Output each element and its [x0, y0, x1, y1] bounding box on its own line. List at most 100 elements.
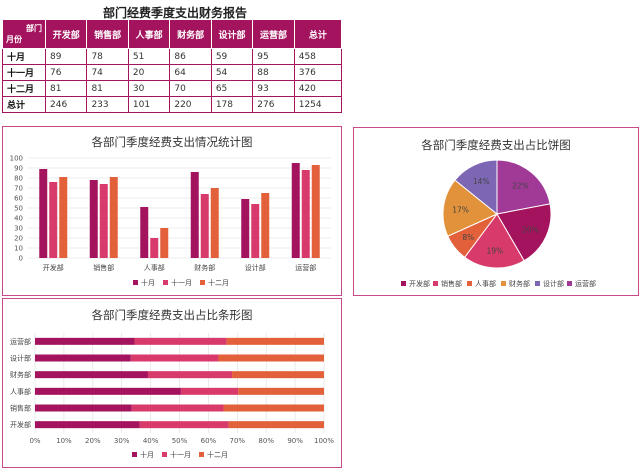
- table-cell: 220: [169, 96, 212, 113]
- stacked-bar-chart-title: 各部门季度经费支出占比条形图: [91, 308, 253, 322]
- pie-data-label: 19%: [487, 247, 504, 256]
- x-tick-label: 30%: [114, 437, 130, 445]
- stacked-bar-segment: [35, 387, 181, 395]
- pie-slice: [442, 179, 498, 237]
- y-tick-label: 开发部: [10, 420, 31, 429]
- pie-data-label: 14%: [473, 177, 490, 186]
- column-header: 财务部: [169, 19, 212, 49]
- y-tick-label: 90: [14, 165, 23, 173]
- table-cell: 76: [44, 64, 88, 81]
- legend-label: 销售部: [441, 279, 462, 288]
- table-cell: 70: [169, 80, 212, 97]
- table-cell: 178: [210, 96, 254, 113]
- x-tick-label: 销售部: [93, 263, 114, 272]
- stacked-bar-segment: [238, 387, 324, 395]
- bar: [89, 180, 98, 258]
- stacked-bar-segment: [35, 371, 148, 379]
- column-header: 人事部: [127, 19, 171, 49]
- x-tick-label: 运营部: [295, 263, 316, 272]
- legend-swatch: [163, 280, 168, 285]
- table-cell: 95: [252, 48, 295, 65]
- x-tick-label: 开发部: [43, 263, 64, 272]
- bar: [39, 169, 48, 258]
- y-tick-label: 70: [14, 185, 23, 193]
- table-cell: 20: [127, 64, 171, 81]
- x-tick-label: 80%: [258, 437, 274, 445]
- legend-label: 设计部: [543, 279, 564, 288]
- table-header-row: 部门 月份 开发部 销售部 人事部 财务部 设计部 运营部 总计: [2, 19, 343, 49]
- table-row: 十二月 81 81 30 70 65 93 420: [2, 80, 343, 97]
- pie-slice: [496, 159, 551, 215]
- bar: [291, 163, 300, 258]
- stacked-bar-segment: [228, 421, 324, 429]
- table-cell: 81: [86, 80, 129, 97]
- row-header: 十二月: [2, 80, 46, 97]
- x-tick-label: 60%: [201, 437, 217, 445]
- legend-label: 十一月: [171, 278, 192, 287]
- legend-swatch: [501, 281, 506, 286]
- x-tick-label: 40%: [143, 437, 159, 445]
- column-header: 运营部: [252, 19, 295, 49]
- x-tick-label: 设计部: [245, 263, 266, 272]
- stacked-bar-segment: [131, 404, 224, 412]
- table-cell: 233: [86, 96, 129, 113]
- legend-label: 运营部: [575, 279, 596, 288]
- pie-slice: [454, 159, 498, 216]
- stacked-bar-segment: [226, 337, 324, 345]
- stacked-bar-segment: [35, 354, 131, 362]
- legend-swatch: [200, 280, 205, 285]
- legend-swatch: [467, 281, 472, 286]
- stacked-bar-segment: [130, 354, 219, 362]
- stacked-bar-segment: [134, 337, 227, 345]
- legend-label: 财务部: [509, 279, 530, 288]
- x-tick-label: 70%: [230, 437, 246, 445]
- legend-label: 十一月: [170, 450, 191, 459]
- bar: [109, 177, 118, 258]
- legend-label: 十月: [141, 278, 155, 287]
- bar: [251, 204, 260, 258]
- x-tick-label: 100%: [314, 437, 334, 445]
- y-tick-label: 40: [14, 215, 23, 223]
- bar: [99, 184, 108, 258]
- table-cell: 54: [210, 64, 254, 81]
- bar: [150, 238, 159, 258]
- legend-swatch: [535, 281, 540, 286]
- pie-slice: [463, 213, 525, 269]
- table-row: 十一月 76 74 20 64 54 88 376: [2, 64, 343, 81]
- x-tick-label: 10%: [56, 437, 72, 445]
- bar-chart-panel: 各部门季度经费支出情况统计图 0 10 20 30 40 50 60 70 80 90 100 开发部…: [2, 126, 342, 296]
- row-header: 十月: [2, 48, 46, 65]
- stacked-bar-segment: [223, 404, 324, 412]
- legend-swatch: [567, 281, 572, 286]
- bar-chart-title: 各部门季度经费支出情况统计图: [91, 135, 253, 149]
- legend-swatch: [162, 452, 167, 457]
- table-cell: 51: [127, 48, 171, 65]
- pie-data-label: 22%: [512, 182, 529, 191]
- table-cell: 376: [293, 64, 343, 81]
- y-tick-label: 60: [14, 195, 23, 203]
- bar: [160, 228, 169, 258]
- row-header: 总计: [2, 96, 46, 113]
- y-tick-label: 10: [14, 245, 23, 253]
- legend-swatch: [132, 452, 137, 457]
- stacked-bar-segment: [35, 404, 132, 412]
- legend-swatch: [433, 281, 438, 286]
- stacked-bar-chart: 0% 10% 20% 30% 40% 50% 60% 70% 80% 90% 100% 运营部设计部财…: [10, 333, 334, 459]
- report-title: 部门经费季度支出财务报告: [102, 6, 247, 20]
- bar: [59, 177, 68, 258]
- table-cell: 64: [169, 64, 212, 81]
- stacked-bar-segment: [180, 387, 239, 395]
- y-tick-label: 运营部: [10, 337, 31, 346]
- row-header: 十一月: [2, 64, 46, 81]
- stacked-bar-chart-panel: 各部门季度经费支出占比条形图 0% 10% 20% 30% 40% 50% 60% 70% 80…: [2, 298, 342, 468]
- x-tick-label: 90%: [287, 437, 303, 445]
- legend-swatch: [133, 280, 138, 285]
- pie-data-label: 17%: [452, 205, 469, 214]
- bar-chart: 0 10 20 30 40 50 60 70 80 90 100 开发部 销售部 人事部 财务部 设计部 运营部…: [10, 155, 331, 287]
- table-row: 十月 89 78 51 86 59 95 458: [2, 48, 343, 65]
- y-tick-label: 财务部: [10, 370, 31, 379]
- table-cell: 93: [252, 80, 295, 97]
- column-header: 总计: [293, 19, 343, 49]
- bar: [190, 172, 199, 258]
- pie-chart-panel: 各部门季度经费支出占比饼图 22% 20% 19% 8% 17% 14% 开发部 销售部 人事部…: [353, 127, 639, 296]
